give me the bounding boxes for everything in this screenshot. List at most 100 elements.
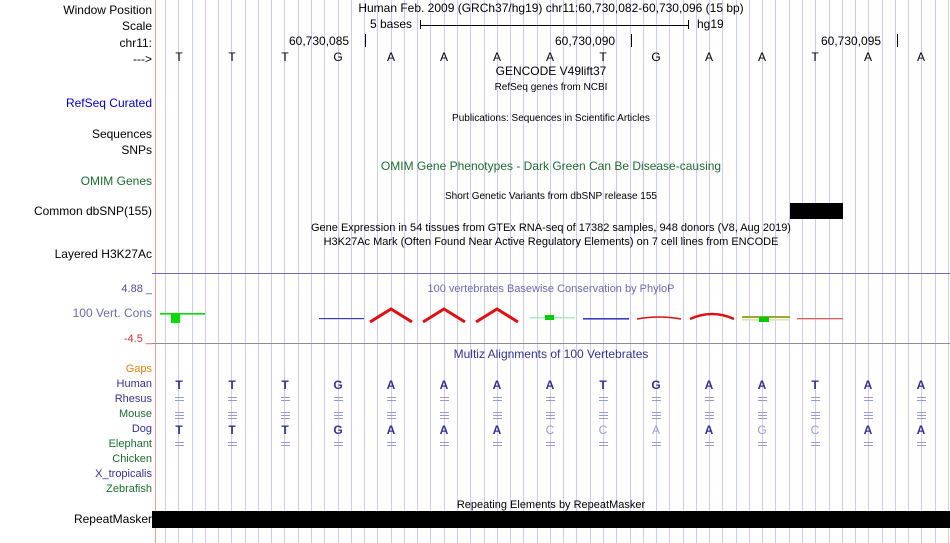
label-common-dbsnp[interactable]: Common dbSNP(155)	[33, 204, 152, 218]
label-species-x-tropicalis[interactable]: X_tropicalis	[95, 468, 152, 480]
multiz-species-row[interactable]	[152, 453, 950, 468]
multiz-base[interactable]: T	[228, 423, 236, 437]
reference-base[interactable]: A	[916, 50, 925, 64]
multiz-base[interactable]: A	[704, 378, 714, 392]
multiz-base[interactable]: A	[386, 423, 396, 437]
reference-base[interactable]: T	[599, 50, 607, 64]
multiz-base[interactable]: G	[651, 378, 661, 392]
multiz-gap-dash	[864, 418, 873, 419]
gridline	[735, 0, 737, 543]
multiz-gap-dash	[652, 445, 661, 446]
multiz-gap-dash	[758, 415, 767, 416]
reference-base[interactable]: A	[439, 50, 448, 64]
gridline	[337, 0, 339, 543]
multiz-gap-dash	[917, 397, 926, 398]
multiz-base[interactable]: A	[863, 378, 873, 392]
label-species-rhesus[interactable]: Rhesus	[114, 393, 152, 405]
multiz-base[interactable]: A	[439, 378, 449, 392]
label-species-mouse[interactable]: Mouse	[118, 408, 152, 420]
multiz-base[interactable]: G	[333, 378, 343, 392]
multiz-base[interactable]: T	[281, 378, 289, 392]
label-species-elephant[interactable]: Elephant	[108, 438, 152, 450]
phylop-conservation-wiggle[interactable]	[152, 295, 950, 355]
repeatmasker-feature-block[interactable]	[152, 511, 950, 528]
multiz-gap-dash	[387, 412, 396, 413]
reference-base[interactable]: G	[333, 50, 343, 64]
multiz-base[interactable]: A	[439, 423, 449, 437]
label-gaps[interactable]: Gaps	[125, 363, 152, 375]
label-repeatmasker[interactable]: RepeatMasker	[73, 512, 152, 526]
reference-base[interactable]: T	[175, 50, 183, 64]
label-species-dog[interactable]: Dog	[131, 423, 152, 435]
multiz-species-row[interactable]	[152, 393, 950, 408]
multiz-gap-dash	[705, 415, 714, 416]
multiz-species-row[interactable]	[152, 408, 950, 423]
multiz-gap-dash	[334, 415, 343, 416]
multiz-base[interactable]: C	[598, 423, 608, 437]
multiz-base[interactable]: A	[545, 378, 555, 392]
track-data-area[interactable]: Human Feb. 2009 (GRCh37/hg19) chr11:60,7…	[152, 0, 950, 543]
multiz-gap-dash	[281, 442, 290, 443]
reference-base[interactable]: A	[863, 50, 872, 64]
refseq-track-subtitle: RefSeq genes from NCBI	[494, 82, 608, 93]
label-100-vert-cons[interactable]: 100 Vert. Cons	[72, 306, 152, 320]
multiz-base[interactable]: T	[811, 378, 819, 392]
multiz-base[interactable]: G	[333, 423, 343, 437]
multiz-gap-dash	[440, 415, 449, 416]
label-sequences[interactable]: Sequences	[91, 127, 152, 141]
multiz-base[interactable]: A	[492, 423, 502, 437]
dbsnp-variant-block[interactable]	[790, 203, 843, 219]
reference-base[interactable]: A	[386, 50, 395, 64]
multiz-species-row[interactable]	[152, 468, 950, 483]
multiz-base[interactable]: A	[704, 423, 714, 437]
gridline	[709, 0, 711, 543]
gridline	[483, 0, 485, 543]
multiz-base[interactable]: A	[916, 378, 926, 392]
multiz-species-row[interactable]	[152, 483, 950, 498]
multiz-base[interactable]: C	[545, 423, 555, 437]
multiz-base[interactable]: T	[281, 423, 289, 437]
multiz-base[interactable]: A	[757, 378, 767, 392]
gridline	[284, 0, 286, 543]
reference-base[interactable]: A	[704, 50, 713, 64]
multiz-gap-dash	[917, 442, 926, 443]
label-refseq-curated[interactable]: RefSeq Curated	[65, 96, 152, 110]
multiz-base[interactable]: A	[863, 423, 873, 437]
multiz-base[interactable]: A	[916, 423, 926, 437]
multiz-base[interactable]: A	[386, 378, 396, 392]
multiz-base[interactable]: A	[651, 423, 660, 437]
label-species-chicken[interactable]: Chicken	[112, 453, 152, 465]
multiz-species-row[interactable]	[152, 438, 950, 453]
multiz-base[interactable]: C	[810, 423, 820, 437]
label-omim-genes[interactable]: OMIM Genes	[80, 174, 152, 188]
multiz-base[interactable]: G	[757, 423, 767, 437]
multiz-gap-dash	[175, 397, 184, 398]
label-species-zebrafish[interactable]: Zebrafish	[106, 483, 152, 495]
multiz-base[interactable]: T	[175, 423, 183, 437]
reference-base[interactable]: T	[228, 50, 236, 64]
reference-base[interactable]: T	[811, 50, 819, 64]
multiz-base[interactable]: T	[228, 378, 236, 392]
reference-base[interactable]: A	[757, 50, 766, 64]
reference-base[interactable]: A	[492, 50, 501, 64]
multiz-gap-dash	[493, 415, 502, 416]
label-species-human[interactable]: Human	[116, 378, 152, 390]
multiz-gap-dash	[864, 412, 873, 413]
label-snps[interactable]: SNPs	[121, 143, 152, 157]
reference-base[interactable]: T	[281, 50, 289, 64]
multiz-gap-dash	[334, 400, 343, 401]
gridline	[602, 0, 604, 543]
multiz-base[interactable]: T	[175, 378, 183, 392]
gridline	[417, 0, 419, 543]
label-layered-h3k27ac[interactable]: Layered H3K27Ac	[54, 247, 152, 261]
reference-base[interactable]: A	[545, 50, 554, 64]
multiz-base[interactable]: T	[599, 378, 607, 392]
multiz-gap-dash	[175, 442, 184, 443]
reference-base[interactable]: G	[651, 50, 661, 64]
multiz-base[interactable]: A	[492, 378, 502, 392]
multiz-gap-dash	[228, 418, 237, 419]
